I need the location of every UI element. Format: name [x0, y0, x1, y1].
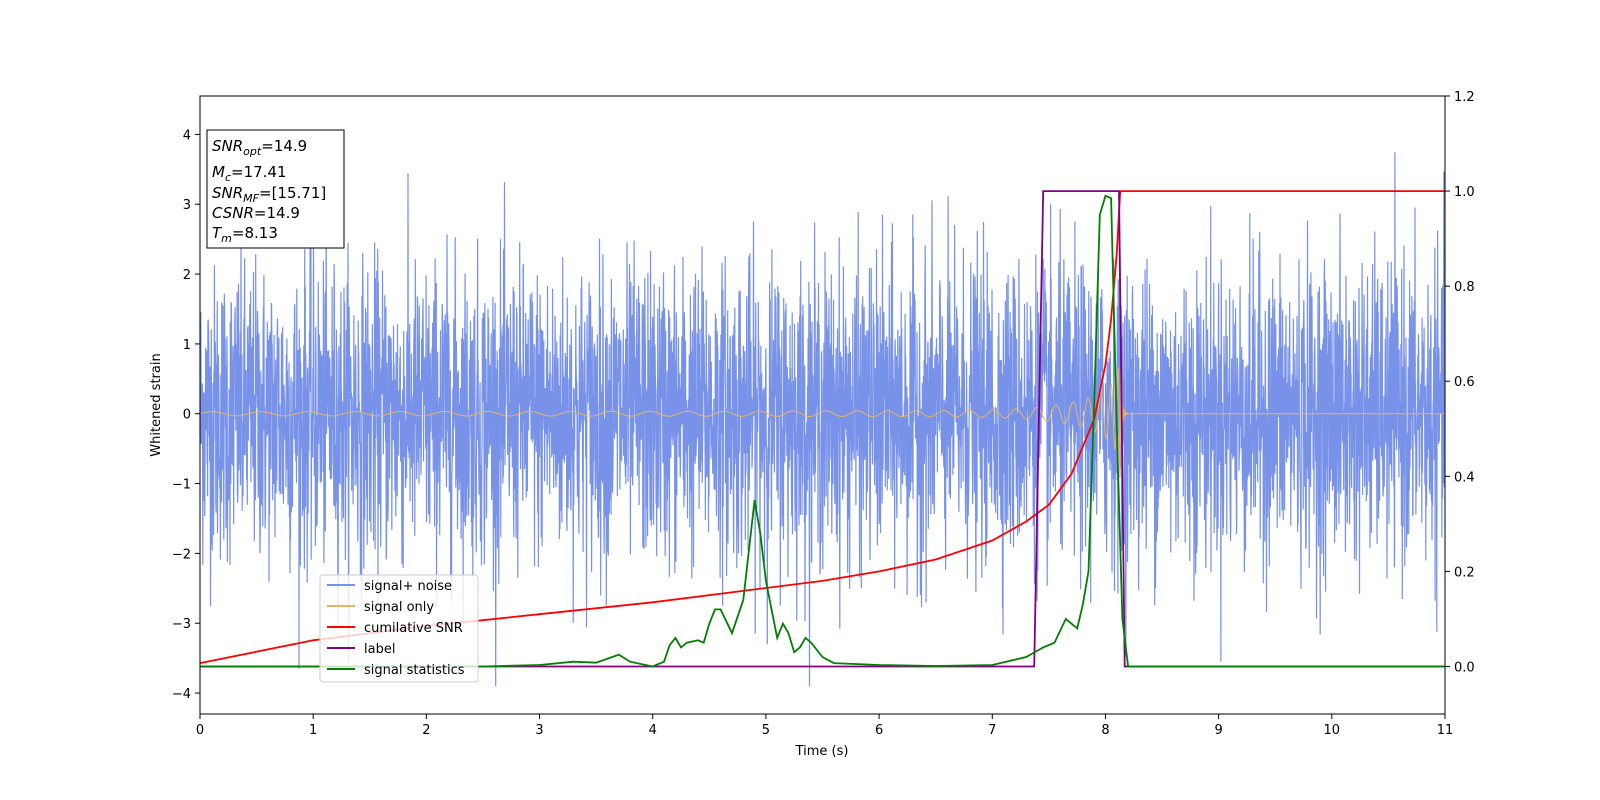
x-tick-label: 6	[875, 723, 883, 738]
annotation-line-snr-mf: SNRMF=[15.71]	[212, 184, 326, 205]
y-axis-label: Whitened strain	[149, 353, 164, 456]
y-right-tick-label: 0.4	[1454, 470, 1475, 485]
legend-label-cumulative-snr: cumilative SNR	[364, 621, 463, 636]
legend: signal+ noise signal only cumilative SNR…	[319, 574, 479, 683]
x-tick-label: 1	[309, 723, 317, 738]
legend-label-label: label	[364, 642, 395, 657]
legend-label-signal-noise: signal+ noise	[364, 579, 452, 594]
annotation-box: SNRopt=14.9 Mc=17.41 SNRMF=[15.71] CSNR=…	[206, 129, 345, 249]
x-tick-label: 7	[988, 723, 996, 738]
y-left-axis-ticks: −4 −3 −2 −1 0 1 2 3 4	[172, 128, 200, 702]
annotation-frame	[206, 129, 345, 249]
y-right-tick-label: 1.2	[1454, 90, 1475, 105]
x-tick-label: 5	[762, 723, 770, 738]
y-left-tick-label: −1	[172, 478, 191, 493]
x-tick-label: 8	[1101, 723, 1109, 738]
y-left-tick-label: −4	[172, 687, 191, 702]
y-left-tick-label: 2	[183, 268, 191, 283]
x-tick-label: 2	[422, 723, 430, 738]
series-signal-only	[199, 367, 1446, 478]
y-left-tick-label: 1	[183, 338, 191, 353]
series-signal-noise	[199, 152, 1446, 687]
legend-label-signal-statistics: signal statistics	[364, 663, 465, 678]
x-axis-label: Time (s)	[795, 744, 849, 759]
y-left-tick-label: 3	[183, 198, 191, 213]
x-tick-label: 3	[535, 723, 543, 738]
annotation-line-mc: Mc=17.41	[212, 163, 287, 184]
y-right-tick-label: 0.0	[1454, 660, 1475, 675]
series-signal-statistics	[200, 194, 1445, 668]
annotation-line-snr-opt: SNRopt=14.9	[212, 137, 307, 158]
y-right-tick-label: 0.8	[1454, 280, 1475, 295]
x-axis-ticks: 0 1 2 3 4 5 6 7 8 9 10 11	[196, 714, 1453, 738]
y-right-axis-ticks: 0.0 0.2 0.4 0.6 0.8 1.0 1.2	[1445, 90, 1475, 675]
y-right-tick-label: 1.0	[1454, 185, 1475, 200]
annotation-line-csnr: CSNR=14.9	[212, 204, 300, 222]
y-left-tick-label: −2	[172, 547, 191, 562]
legend-label-signal-only: signal only	[364, 600, 434, 615]
series-cumulative-snr	[199, 190, 1445, 664]
x-tick-label: 11	[1437, 723, 1454, 738]
legend-frame	[319, 574, 479, 683]
series-layer	[199, 152, 1446, 687]
y-left-tick-label: 0	[183, 408, 191, 423]
y-left-tick-label: −3	[172, 617, 191, 632]
y-right-tick-label: 0.6	[1454, 375, 1475, 390]
y-right-tick-label: 0.2	[1454, 565, 1475, 580]
x-tick-label: 0	[196, 723, 204, 738]
annotation-line-tm: Tm=8.13	[212, 224, 278, 245]
x-tick-label: 4	[649, 723, 657, 738]
y-left-tick-label: 4	[183, 128, 191, 143]
plot-frame	[199, 95, 1446, 715]
x-tick-label: 9	[1214, 723, 1222, 738]
x-tick-label: 10	[1324, 723, 1341, 738]
